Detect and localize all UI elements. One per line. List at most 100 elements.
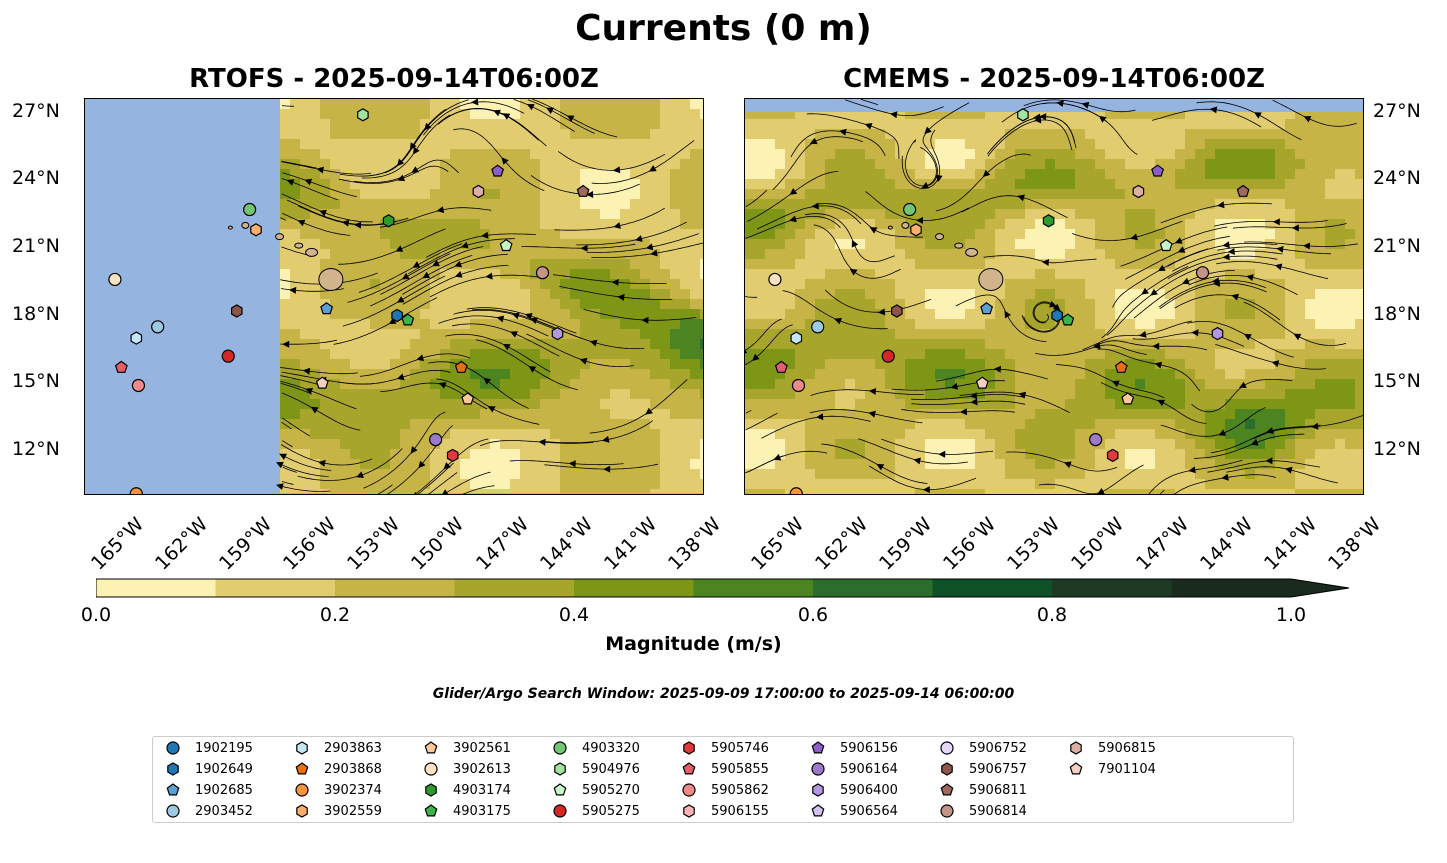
speed-cell	[350, 199, 361, 210]
speed-cell	[1165, 219, 1176, 230]
speed-cell	[1285, 319, 1296, 330]
speed-cell	[1195, 369, 1206, 380]
speed-cell	[885, 289, 896, 300]
stream-arrow	[922, 486, 930, 494]
speed-cell	[1035, 459, 1046, 470]
speed-cell	[785, 199, 796, 210]
speed-cell	[985, 209, 996, 220]
speed-cell	[420, 189, 431, 200]
speed-cell	[835, 149, 846, 160]
speed-cell	[945, 199, 956, 210]
speed-cell	[955, 149, 966, 160]
streamline	[1172, 250, 1283, 272]
speed-cell	[330, 439, 341, 450]
speed-cell	[590, 109, 601, 120]
speed-cell	[690, 439, 701, 450]
lon-tick-label: 159°W	[875, 513, 937, 575]
speed-cell	[1165, 379, 1176, 390]
speed-cell	[1085, 459, 1096, 470]
speed-cell	[1345, 329, 1356, 340]
speed-cell	[935, 259, 946, 270]
speed-cell	[1155, 469, 1166, 480]
speed-cell	[600, 439, 611, 450]
speed-cell	[670, 469, 681, 480]
speed-cell	[610, 309, 621, 320]
speed-cell	[340, 359, 351, 370]
speed-cell	[620, 469, 631, 480]
speed-cell	[885, 179, 896, 190]
stream-arrow	[396, 373, 405, 381]
speed-cell	[650, 299, 661, 310]
speed-cell	[1025, 399, 1036, 410]
speed-cell	[650, 289, 661, 300]
speed-cell	[630, 109, 641, 120]
speed-cell	[1025, 129, 1036, 140]
speed-cell	[1015, 399, 1026, 410]
speed-cell	[895, 179, 906, 190]
speed-cell	[510, 319, 521, 330]
speed-cell	[1255, 189, 1266, 200]
speed-cell	[490, 339, 501, 350]
speed-cell	[1095, 469, 1106, 480]
speed-cell	[1245, 389, 1256, 400]
speed-cell	[1035, 289, 1046, 300]
speed-cell	[560, 269, 571, 280]
speed-cell	[1355, 359, 1363, 370]
speed-cell	[865, 309, 876, 320]
speed-cell	[1025, 159, 1036, 170]
speed-cell	[1205, 449, 1216, 460]
speed-cell	[885, 209, 896, 220]
speed-cell	[520, 169, 531, 180]
speed-cell	[925, 229, 936, 240]
pentagon-marker-icon	[553, 783, 567, 796]
speed-cell	[1205, 379, 1216, 390]
speed-cell	[1015, 459, 1026, 470]
speed-cell	[350, 179, 361, 190]
streamlines	[745, 99, 1363, 494]
speed-cell	[1235, 139, 1246, 150]
speed-cell	[785, 409, 796, 420]
speed-cell	[580, 469, 591, 480]
speed-cell	[620, 399, 631, 410]
speed-cell	[915, 209, 926, 220]
speed-cell	[895, 129, 906, 140]
speed-cell	[640, 189, 651, 200]
speed-cell	[520, 99, 531, 110]
speed-cell	[1275, 339, 1286, 350]
speed-cell	[610, 169, 621, 180]
stream-arrow	[411, 166, 420, 173]
speed-cell	[500, 359, 511, 370]
speed-cell	[845, 249, 856, 260]
speed-cell	[1215, 169, 1226, 180]
speed-cell	[1335, 119, 1346, 130]
speed-cell	[620, 119, 631, 130]
speed-cell	[300, 189, 311, 200]
speed-cell	[745, 399, 756, 410]
speed-cell	[945, 299, 956, 310]
speed-cell	[430, 149, 441, 160]
speed-cell	[1115, 439, 1126, 450]
speed-cell	[1245, 139, 1256, 150]
speed-cell	[320, 359, 331, 370]
speed-cell	[915, 459, 926, 470]
speed-cell	[1005, 339, 1016, 350]
speed-cell	[540, 419, 551, 430]
speed-cell	[955, 359, 966, 370]
speed-cell	[550, 189, 561, 200]
speed-cell	[795, 199, 806, 210]
legend-label: 1902685	[195, 782, 253, 798]
stream-arrow	[1098, 115, 1107, 123]
speed-cell	[815, 169, 826, 180]
speed-cell	[1175, 439, 1186, 450]
speed-cell	[1115, 339, 1126, 350]
speed-cell	[1345, 129, 1356, 140]
speed-cell	[955, 309, 966, 320]
stream-arrow	[483, 377, 491, 385]
legend-item: 1902649	[165, 761, 253, 777]
platform-marker-3902559	[250, 223, 262, 237]
speed-cell	[1055, 459, 1066, 470]
speed-cell	[1115, 169, 1126, 180]
speed-cell	[935, 489, 946, 494]
stream-arrow	[511, 312, 520, 320]
speed-cell	[1345, 199, 1356, 210]
